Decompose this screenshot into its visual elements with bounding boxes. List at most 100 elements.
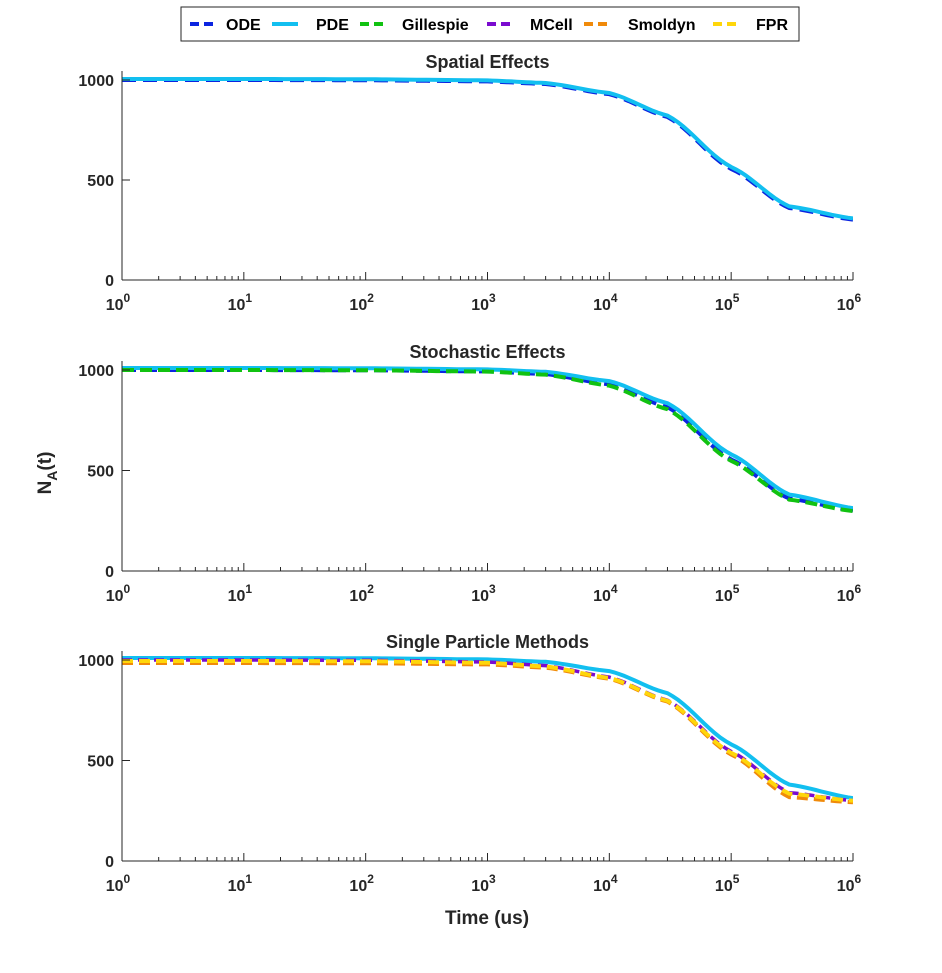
- x-tick-exponent: 1: [245, 291, 252, 305]
- panel-title: Single Particle Methods: [386, 632, 589, 652]
- x-tick-base: 10: [837, 878, 855, 895]
- x-tick-exponent: 6: [855, 582, 862, 596]
- y-tick-label: 1000: [78, 363, 114, 380]
- panel-title: Spatial Effects: [425, 52, 549, 72]
- x-tick-label: 103: [471, 291, 496, 314]
- x-tick-exponent: 5: [733, 872, 740, 886]
- x-tick-base: 10: [593, 297, 611, 314]
- x-tick-label: 101: [228, 872, 253, 895]
- x-tick-base: 10: [471, 297, 489, 314]
- x-tick-label: 104: [593, 291, 618, 314]
- legend-label-fpr: FPR: [756, 17, 788, 34]
- x-tick-exponent: 0: [124, 291, 131, 305]
- x-tick-exponent: 1: [245, 582, 252, 596]
- x-tick-exponent: 3: [489, 872, 496, 886]
- x-tick-label: 100: [106, 582, 131, 605]
- y-tick-label: 0: [105, 564, 114, 581]
- x-tick-exponent: 3: [489, 291, 496, 305]
- series-group: [122, 366, 853, 514]
- series-line-gillespie: [122, 368, 853, 514]
- series-group: [122, 656, 853, 805]
- series-line-pde: [122, 77, 853, 221]
- series-line-pde: [122, 656, 853, 801]
- x-tick-label: 102: [349, 872, 374, 895]
- x-tick-label: 103: [471, 872, 496, 895]
- x-tick-label: 106: [837, 872, 862, 895]
- x-tick-base: 10: [593, 588, 611, 605]
- x-tick-exponent: 5: [733, 291, 740, 305]
- y-tick-label: 500: [87, 173, 114, 190]
- x-tick-exponent: 6: [855, 291, 862, 305]
- x-tick-exponent: 2: [367, 582, 374, 596]
- x-tick-base: 10: [106, 878, 124, 895]
- x-tick-exponent: 2: [367, 872, 374, 886]
- x-tick-label: 100: [106, 291, 131, 314]
- y-tick-label: 1000: [78, 73, 114, 90]
- x-tick-exponent: 4: [611, 582, 618, 596]
- x-tick-base: 10: [715, 588, 733, 605]
- plot-area: [122, 71, 853, 280]
- legend-item-ode: ODE: [190, 17, 261, 34]
- legend: ODE PDE Gillespie MCell Smoldyn FPR: [180, 6, 800, 42]
- y-tick-label: 0: [105, 273, 114, 290]
- legend-label-mcell: MCell: [530, 17, 573, 34]
- x-tick-exponent: 3: [489, 582, 496, 596]
- y-tick-label: 1000: [78, 653, 114, 670]
- x-tick-base: 10: [349, 588, 367, 605]
- series-line-fpr: [122, 659, 853, 803]
- series-line-mcell: [122, 658, 853, 803]
- x-tick-exponent: 6: [855, 872, 862, 886]
- x-tick-exponent: 2: [367, 291, 374, 305]
- x-tick-base: 10: [228, 878, 246, 895]
- legend-label-smoldyn: Smoldyn: [628, 17, 696, 34]
- x-tick-exponent: 4: [611, 872, 618, 886]
- legend-label-pde: PDE: [316, 17, 349, 34]
- x-tick-label: 102: [349, 582, 374, 605]
- y-axis-label: NA(t): [35, 452, 60, 495]
- x-tick-exponent: 0: [124, 582, 131, 596]
- x-tick-label: 105: [715, 291, 740, 314]
- x-tick-exponent: 5: [733, 582, 740, 596]
- x-tick-label: 102: [349, 291, 374, 314]
- x-tick-exponent: 1: [245, 872, 252, 886]
- y-tick-label: 500: [87, 754, 114, 771]
- panel-title: Stochastic Effects: [409, 342, 565, 362]
- x-tick-base: 10: [106, 588, 124, 605]
- legend-item-smoldyn: Smoldyn: [584, 17, 696, 34]
- x-tick-base: 10: [837, 297, 855, 314]
- x-tick-base: 10: [471, 588, 489, 605]
- panel-2: 100 101 102 103 104 105 10605001000Stochastic …: [78, 342, 861, 605]
- legend-item-mcell: MCell: [487, 17, 573, 34]
- legend-label-gillespie: Gillespie: [402, 17, 469, 34]
- x-tick-label: 101: [228, 582, 253, 605]
- y-tick-label: 500: [87, 464, 114, 481]
- x-tick-base: 10: [837, 588, 855, 605]
- x-tick-exponent: 4: [611, 291, 618, 305]
- x-tick-base: 10: [228, 297, 246, 314]
- x-tick-label: 105: [715, 582, 740, 605]
- x-tick-label: 100: [106, 872, 131, 895]
- x-tick-exponent: 0: [124, 872, 131, 886]
- legend-item-gillespie: Gillespie: [360, 17, 469, 34]
- x-tick-base: 10: [471, 878, 489, 895]
- x-tick-base: 10: [349, 878, 367, 895]
- legend-item-fpr: FPR: [713, 17, 788, 34]
- legend-item-pde: PDE: [272, 17, 349, 34]
- x-tick-base: 10: [715, 297, 733, 314]
- x-tick-label: 106: [837, 291, 862, 314]
- x-tick-base: 10: [349, 297, 367, 314]
- x-tick-label: 104: [593, 872, 618, 895]
- x-tick-base: 10: [106, 297, 124, 314]
- plot-area: [122, 651, 853, 861]
- y-axis-label-sub: A: [44, 471, 60, 481]
- x-tick-label: 104: [593, 582, 618, 605]
- plot-area: [122, 361, 853, 571]
- x-tick-label: 105: [715, 872, 740, 895]
- y-tick-label: 0: [105, 854, 114, 871]
- y-axis-label-main: N: [35, 481, 56, 495]
